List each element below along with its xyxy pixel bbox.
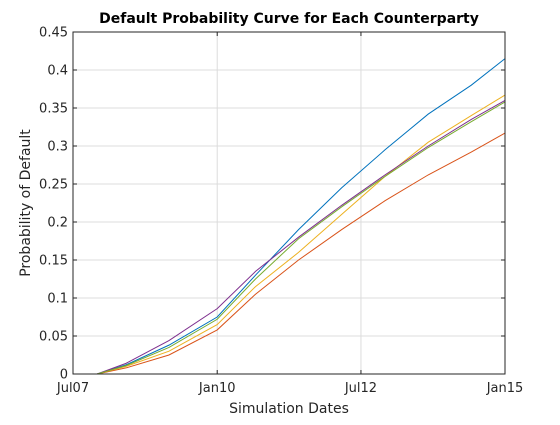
x-tick-label: Jul12 — [344, 381, 377, 396]
x-tick-label: Jan15 — [486, 381, 524, 396]
y-tick-label: 0.15 — [39, 254, 68, 269]
y-tick-label: 0.25 — [39, 178, 68, 193]
series-line-5 — [96, 101, 506, 375]
y-tick-label: 0.05 — [39, 330, 68, 345]
y-tick-label: 0.3 — [47, 140, 68, 155]
axis-ticks: 0 0.05 0.1 0.15 0.2 0.25 0.3 0.35 0.4 0.45 Jul07 Ja… — [39, 26, 523, 397]
y-tick-label: 0 — [60, 368, 68, 383]
x-axis-label: Simulation Dates — [229, 401, 349, 417]
series-lines — [96, 58, 506, 375]
y-tick-label: 0.4 — [47, 64, 68, 79]
series-line-1 — [96, 58, 506, 375]
y-tick-label: 0.35 — [39, 102, 68, 117]
x-tick-label: Jan10 — [198, 381, 236, 396]
series-line-3 — [96, 94, 506, 375]
y-tick-label: 0.1 — [47, 292, 68, 307]
x-tick-label: Jul07 — [56, 381, 89, 396]
y-axis-label: Probability of Default — [18, 129, 34, 277]
chart-title: Default Probability Curve for Each Count… — [99, 11, 479, 27]
series-line-4 — [96, 99, 506, 375]
series-line-2 — [97, 132, 506, 375]
plot-area-box — [72, 31, 506, 375]
y-tick-label: 0.2 — [47, 216, 68, 231]
y-tick-label: 0.45 — [39, 26, 68, 41]
grid — [72, 31, 506, 375]
